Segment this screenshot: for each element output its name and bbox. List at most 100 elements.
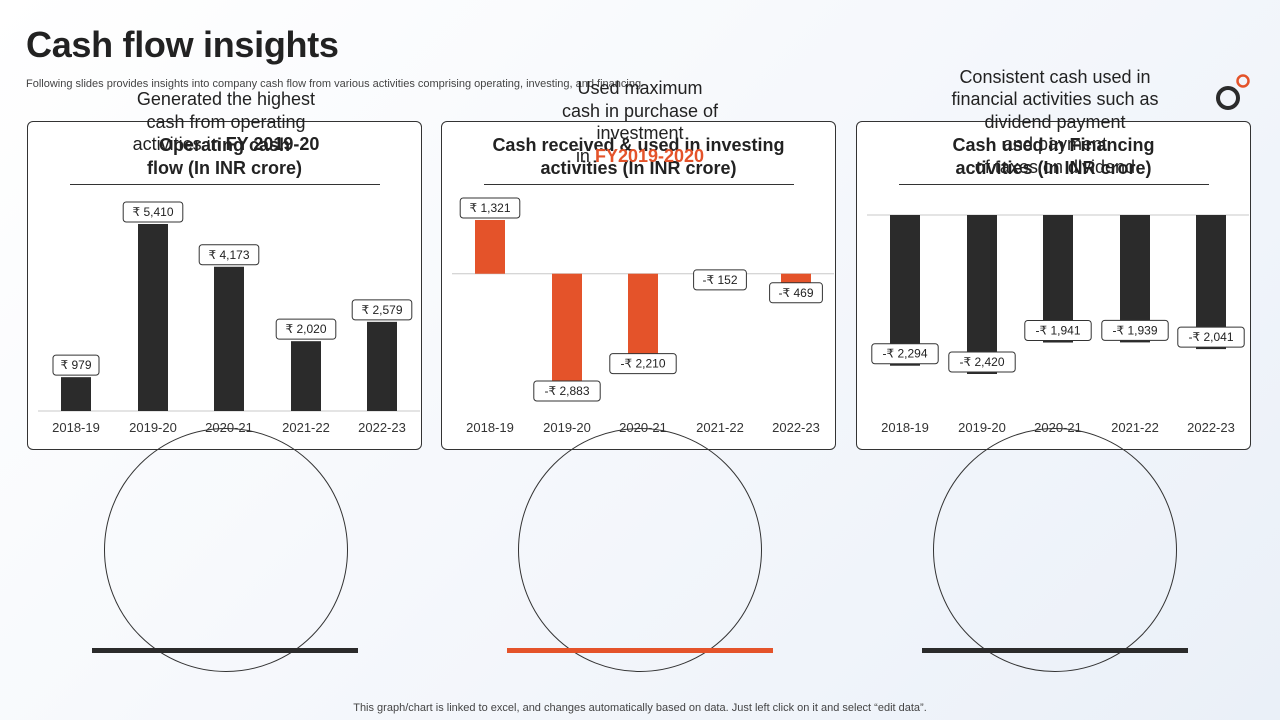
value-label-text: ₹ 2,579 <box>362 303 403 317</box>
value-label: ₹ 979 <box>52 354 100 376</box>
chart-title-line: flow (In INR crore) <box>146 158 302 178</box>
value-label: ₹ 1,321 <box>459 197 521 219</box>
insight-text-operating: Generated the highest cash from operatin… <box>104 0 348 244</box>
value-label-text: -₹ 469 <box>779 286 814 300</box>
value-label: ₹ 2,020 <box>275 318 337 340</box>
insight-text-financing: Consistent cash used in financial activi… <box>933 0 1177 244</box>
value-label-box <box>871 343 939 365</box>
category-label: 2022-23 <box>358 420 406 435</box>
title-divider <box>899 184 1209 185</box>
value-label: ₹ 5,410 <box>122 201 184 223</box>
value-label: -₹ 1,939 <box>1101 319 1169 341</box>
value-label-text: -₹ 2,883 <box>545 384 590 398</box>
value-label-box <box>198 244 260 266</box>
bar-2022-23[interactable] <box>367 321 397 411</box>
value-label-box <box>609 353 677 375</box>
title-divider <box>70 184 380 185</box>
bar-2019-20[interactable] <box>552 273 582 391</box>
value-label: -₹ 1,941 <box>1024 320 1092 342</box>
insight-underline-operating <box>92 648 358 653</box>
insight-line: financial activities such as <box>951 89 1159 110</box>
bar-2020-21[interactable] <box>214 266 244 411</box>
value-label-text: ₹ 5,410 <box>133 205 174 219</box>
value-label: -₹ 2,883 <box>533 380 601 402</box>
bar-2021-22[interactable] <box>291 341 321 411</box>
value-label-box <box>533 380 601 402</box>
value-label: ₹ 2,579 <box>351 299 413 321</box>
value-label-box <box>122 201 184 223</box>
insight-circle-operating <box>104 428 348 672</box>
category-label: 2018-19 <box>52 420 100 435</box>
insight-line: Generated the highest <box>136 89 316 110</box>
value-label: -₹ 2,210 <box>609 353 677 375</box>
page-title: Cash flow insights <box>26 24 339 65</box>
value-label-box <box>459 197 521 219</box>
value-label-text: -₹ 1,941 <box>1036 324 1081 338</box>
chart-title: Operating cash flow (In INR crore) <box>28 134 421 180</box>
value-label-box <box>351 299 413 321</box>
value-label-text: -₹ 2,210 <box>621 357 666 371</box>
value-label-box <box>769 282 823 304</box>
category-label: 2018-19 <box>881 420 929 435</box>
bar-2019-20[interactable] <box>138 224 168 411</box>
insight-circle-investing <box>518 428 762 672</box>
category-label: 2019-20 <box>129 420 177 435</box>
value-label-box <box>1177 326 1245 348</box>
value-label-text: ₹ 2,020 <box>286 322 327 336</box>
chart-title-line: Cash received & used in investing <box>492 135 785 155</box>
category-label: 2022-23 <box>1187 420 1235 435</box>
value-label-box <box>693 269 747 291</box>
category-label: 2022-23 <box>772 420 820 435</box>
value-label: -₹ 2,041 <box>1177 326 1245 348</box>
insight-highlight: FY2019-2020 <box>594 145 705 166</box>
value-label-text: ₹ 4,173 <box>209 248 250 262</box>
value-label-box <box>1101 319 1169 341</box>
value-label-box <box>52 354 100 376</box>
footer-note: This graph/chart is linked to excel, and… <box>353 702 927 714</box>
bar-2019-20[interactable] <box>967 215 997 374</box>
insight-line: in <box>575 145 595 166</box>
value-label: -₹ 152 <box>693 269 747 291</box>
value-label-text: ₹ 979 <box>61 358 92 372</box>
bar-2018-19[interactable] <box>61 377 91 411</box>
chart-title-line: activities (In INR crore) <box>540 158 737 178</box>
chart-title-line: activities (In INR crore) <box>955 158 1152 178</box>
category-label: 2021-22 <box>1111 420 1159 435</box>
insight-line: activities in <box>132 134 226 155</box>
insight-underline-investing <box>507 648 773 653</box>
insight-line: Consistent cash used in <box>959 66 1151 87</box>
insight-line: cash from operating <box>146 111 306 132</box>
investing-activities-chart[interactable]: ₹ 1,321 2018-19 -₹ 2,883 2019-20 -₹ 2,210 202… <box>442 122 837 451</box>
title-divider <box>484 184 794 185</box>
insight-line: cash in purchase of <box>561 100 719 121</box>
value-label-text: -₹ 2,294 <box>883 347 928 361</box>
insight-line: of taxes on dividend <box>974 156 1136 177</box>
insight-text-investing: Used maximum cash in purchase of investm… <box>518 0 762 244</box>
insight-line: investment <box>596 123 684 143</box>
chart-title-line: Operating cash <box>158 135 291 155</box>
bar-2018-19[interactable] <box>890 215 920 366</box>
investing-activities-panel: Cash received & used in investing activi… <box>441 121 836 450</box>
value-label-text: -₹ 1,939 <box>1113 323 1158 337</box>
category-label: 2019-20 <box>543 420 591 435</box>
value-label-text: -₹ 2,041 <box>1189 330 1234 344</box>
bar-2018-19[interactable] <box>475 220 505 274</box>
chart-title: Cash used in Financing activities (In IN… <box>857 134 1250 180</box>
insight-circle-financing <box>933 428 1177 672</box>
value-label: -₹ 469 <box>769 282 823 304</box>
value-label-box <box>275 318 337 340</box>
value-label: -₹ 2,420 <box>948 351 1016 373</box>
insight-line: and payment <box>1002 134 1108 155</box>
value-label-box <box>948 351 1016 373</box>
insight-underline-financing <box>922 648 1188 653</box>
value-label-box <box>1024 320 1092 342</box>
chart-title-line: Cash used in Financing <box>952 135 1155 155</box>
category-label: 2021-22 <box>282 420 330 435</box>
category-label: 2018-19 <box>466 420 514 435</box>
category-label: 2021-22 <box>696 420 744 435</box>
value-label: ₹ 4,173 <box>198 244 260 266</box>
insight-highlight: FY 2019-20 <box>225 134 320 155</box>
bar-2020-21[interactable] <box>628 273 658 364</box>
page-subtitle: Following slides provides insights into … <box>26 78 642 90</box>
